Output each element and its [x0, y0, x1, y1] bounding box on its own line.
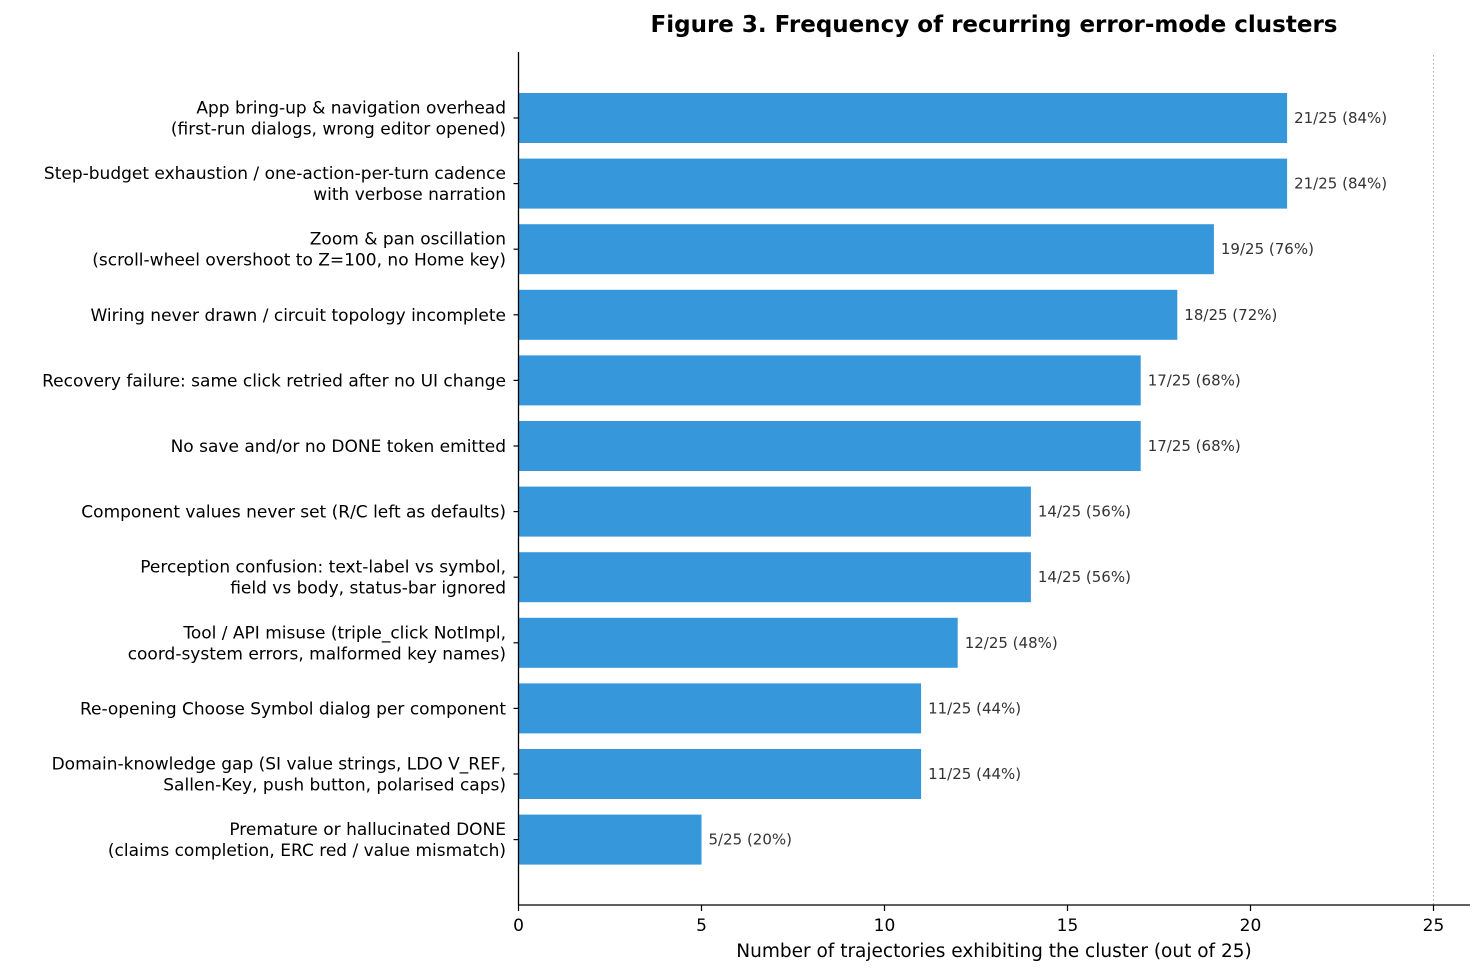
category-label-line: Tool / API misuse (triple_click NotImpl, — [182, 623, 506, 643]
value-label: 14/25 (56%) — [1038, 503, 1131, 521]
bar — [518, 224, 1214, 275]
bar — [518, 617, 958, 668]
category-label-line: Sallen-Key, push button, polarised caps) — [163, 776, 506, 796]
value-label: 14/25 (56%) — [1038, 568, 1131, 586]
value-label: 21/25 (84%) — [1294, 175, 1387, 193]
category-label-line: Perception confusion: text-label vs symb… — [140, 558, 506, 578]
bar — [518, 683, 922, 734]
category-label-line: Recovery failure: same click retried aft… — [42, 371, 506, 391]
category-label: Tool / API misuse (triple_click NotImpl,… — [128, 623, 506, 664]
value-label: 11/25 (44%) — [928, 765, 1021, 783]
value-label: 19/25 (76%) — [1221, 240, 1314, 258]
category-label-line: Wiring never drawn / circuit topology in… — [90, 306, 506, 326]
category-label-line: App bring-up & navigation overhead — [196, 99, 506, 119]
category-label: Step-budget exhaustion / one-action-per-… — [44, 164, 506, 205]
bars-group — [513, 93, 1288, 865]
x-tick-label: 5 — [696, 916, 707, 936]
x-ticks-group: 0 5 10 15 20 25 — [513, 905, 1444, 936]
category-label: Domain-knowledge gap (SI value strings, … — [52, 755, 506, 796]
category-label-line: Zoom & pan oscillation — [310, 230, 506, 250]
value-labels-group: 21/25 (84%) 21/25 (84%) 19/25 (76%) 18/25 (… — [709, 109, 1388, 849]
value-label: 18/25 (72%) — [1184, 306, 1277, 324]
bar — [518, 158, 1288, 209]
bar — [518, 421, 1141, 471]
category-label: No save and/or no DONE token emitted — [171, 437, 506, 457]
chart-title: Figure 3. Frequency of recurring error-m… — [651, 12, 1338, 38]
category-label-line: (first-run dialogs, wrong editor opened) — [171, 120, 506, 140]
bar — [518, 552, 1031, 603]
value-label: 17/25 (68%) — [1148, 371, 1241, 389]
category-label-line: Step-budget exhaustion / one-action-per-… — [44, 164, 506, 184]
category-label-line: Component values never set (R/C left as … — [81, 503, 506, 523]
category-labels-group: App bring-up & navigation overhead (first… — [42, 99, 506, 862]
category-label-line: Domain-knowledge gap (SI value strings, … — [52, 755, 506, 775]
bar — [518, 355, 1141, 406]
category-label: App bring-up & navigation overhead (first… — [171, 99, 506, 140]
category-label: Re-opening Choose Symbol dialog per comp… — [80, 699, 506, 719]
category-label-line: Premature or hallucinated DONE — [229, 820, 506, 840]
x-tick-label: 10 — [874, 916, 896, 936]
value-label: 17/25 (68%) — [1148, 437, 1241, 455]
category-label: Component values never set (R/C left as … — [81, 503, 506, 523]
category-label-line: No save and/or no DONE token emitted — [171, 437, 506, 457]
bar — [518, 814, 702, 865]
category-label: Premature or hallucinated DONE (claims co… — [108, 820, 506, 861]
x-tick-label: 25 — [1423, 916, 1445, 936]
value-label: 5/25 (20%) — [709, 831, 793, 849]
value-label: 11/25 (44%) — [928, 699, 1021, 717]
bar — [518, 486, 1031, 537]
x-axis-label: Number of trajectories exhibiting the cl… — [736, 941, 1251, 962]
category-label-line: (scroll-wheel overshoot to Z=100, no Hom… — [92, 251, 506, 271]
bar — [518, 93, 1288, 143]
category-label-line: Re-opening Choose Symbol dialog per comp… — [80, 699, 506, 719]
bar — [518, 749, 922, 799]
axes-group — [517, 52, 1470, 906]
category-label: Wiring never drawn / circuit topology in… — [90, 306, 506, 326]
x-tick-label: 20 — [1240, 916, 1262, 936]
x-tick-label: 15 — [1057, 916, 1079, 936]
category-label-line: coord-system errors, malformed key names… — [128, 644, 506, 664]
category-label-line: field vs body, status-bar ignored — [230, 579, 506, 599]
value-label: 21/25 (84%) — [1294, 109, 1387, 127]
category-label: Zoom & pan oscillation (scroll-wheel over… — [92, 230, 506, 271]
category-label-line: (claims completion, ERC red / value mism… — [108, 841, 506, 861]
x-tick-label: 0 — [513, 916, 524, 936]
category-label: Recovery failure: same click retried aft… — [42, 371, 506, 391]
category-label: Perception confusion: text-label vs symb… — [140, 558, 506, 599]
value-label: 12/25 (48%) — [965, 634, 1058, 652]
bar — [518, 289, 1178, 340]
category-label-line: with verbose narration — [313, 185, 506, 205]
